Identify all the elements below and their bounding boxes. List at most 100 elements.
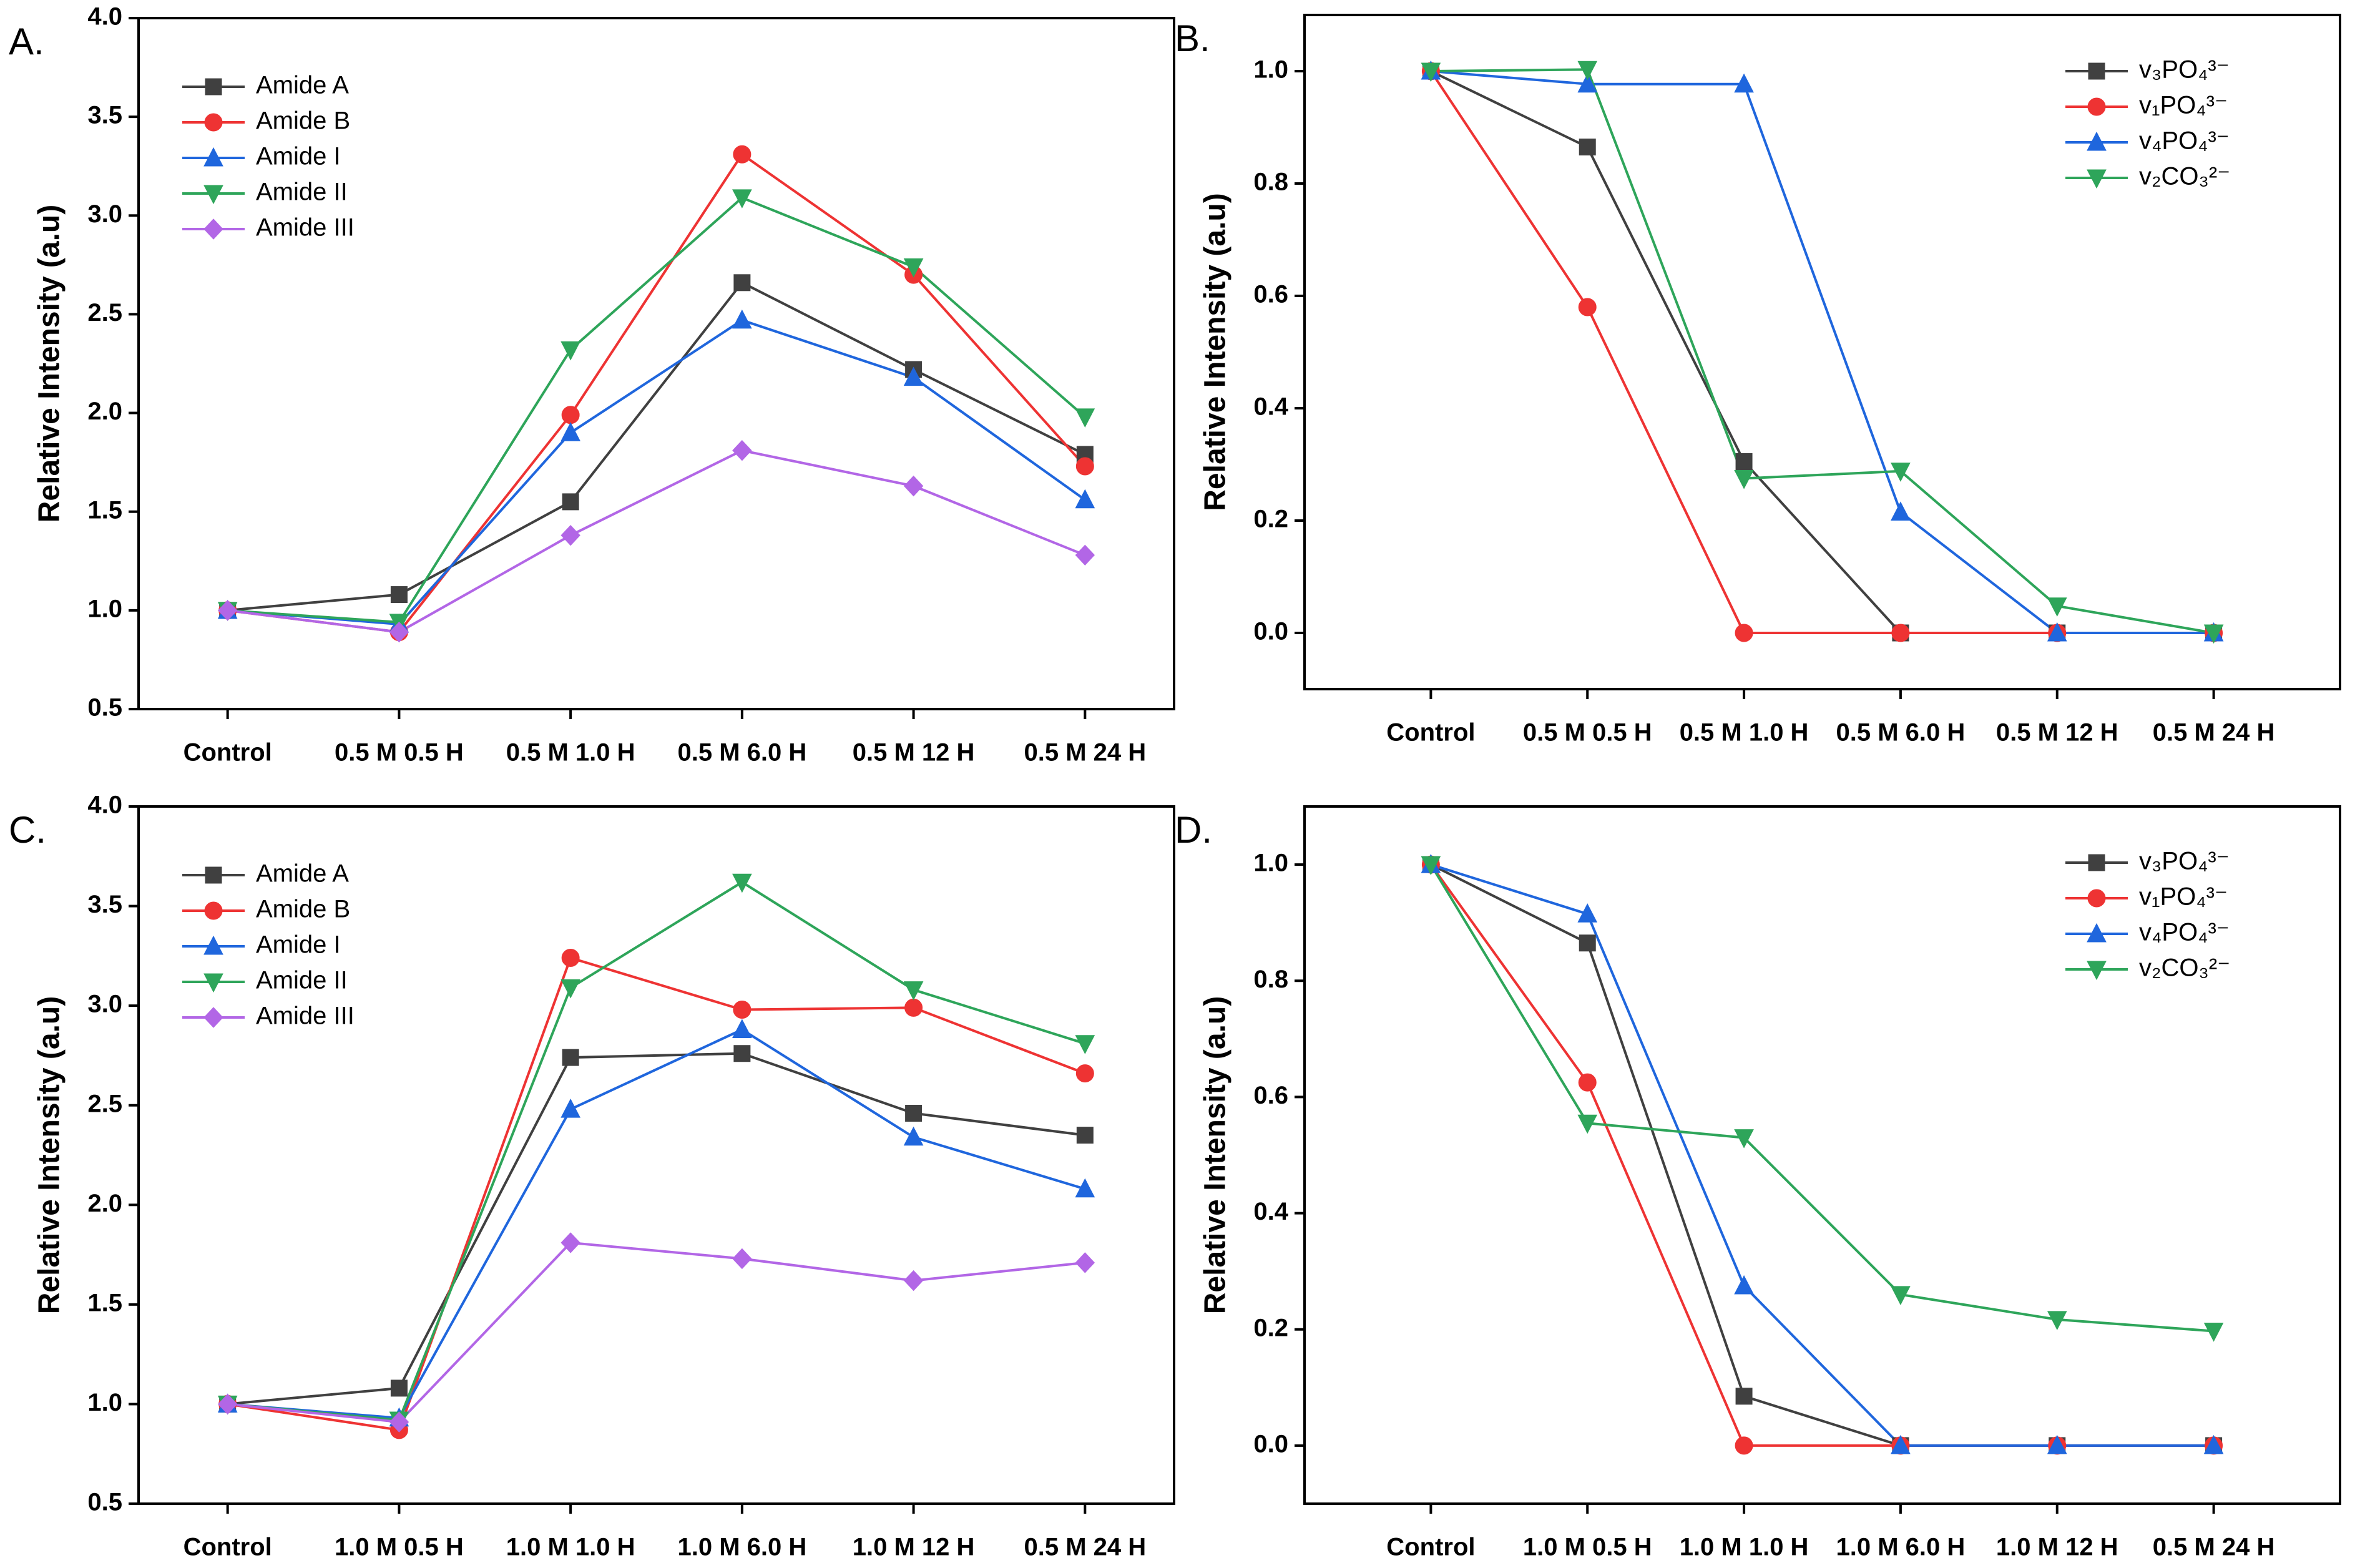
x-tick-label: 1.0 M 0.5 H [1523,1534,1652,1561]
marker [733,1045,751,1062]
marker [562,1049,579,1066]
marker [1891,1286,1911,1305]
legend-marker [204,901,223,920]
legend-marker [2087,169,2107,189]
legend-marker [204,113,223,132]
marker [732,873,752,893]
legend-label: Amide A [256,72,349,99]
marker [1075,1035,1095,1054]
marker [1421,856,1441,876]
marker [1578,298,1597,316]
marker [2203,624,2224,644]
y-tick-label: 1.0 [1253,56,1288,84]
panel-label: A. [9,21,44,62]
y-tick-label: 0.6 [1253,281,1288,308]
marker [1734,1275,1754,1295]
y-tick-label: 2.5 [87,299,122,326]
series-line [227,1028,1085,1419]
y-tick-label: 0.6 [1253,1082,1288,1109]
panel-label: C. [9,809,46,851]
marker [2047,1311,2067,1331]
marker [1734,470,1754,489]
legend-label: v₂CO₃²⁻ [2139,954,2230,982]
marker [904,998,923,1017]
marker [389,621,409,643]
legend-marker [203,185,223,205]
series-line [1431,68,2214,634]
legend-label: Amide B [256,896,350,923]
legend-label: Amide II [256,967,348,994]
plot-frame [1303,805,2341,1505]
marker [1734,73,1754,93]
marker [1075,408,1095,428]
y-tick-label: 3.5 [87,891,122,918]
marker [561,341,580,361]
marker [2047,1434,2067,1454]
x-tick-label: Control [1386,719,1475,747]
x-tick-label: 0.5 M 1.0 H [506,739,635,767]
legend-marker [2087,97,2106,116]
series-line [1430,863,2214,1447]
marker [1577,73,1598,93]
y-tick-label: 0.4 [1253,393,1288,421]
legend-label: v₂CO₃²⁻ [2139,163,2230,190]
marker [1891,463,1911,482]
marker [732,439,752,461]
y-tick-label: 0.8 [1253,966,1288,993]
legend-marker [205,78,222,96]
series-line [1429,863,2214,1447]
legend-label: Amide II [256,179,348,206]
legend-label: v₃PO₄³⁻ [2139,848,2230,875]
x-tick-label: 1.0 M 1.0 H [506,1534,635,1561]
legend-label: v₁PO₄³⁻ [2139,883,2228,911]
marker [561,406,580,424]
x-tick-label: 0.5 M 24 H [1024,739,1146,767]
legend-marker [203,218,223,240]
legend-label: Amide A [256,860,349,888]
series-line [227,1052,1085,1406]
marker [903,475,924,497]
x-tick-label: 1.0 M 0.5 H [335,1534,464,1561]
marker [561,1232,580,1253]
chart-panel: 0.5 1.0 1.5 2.0 2.5 3.0 3.5 4.0 Control 1.0 M 0.5… [9,791,1175,1561]
legend-label: Amide I [256,143,341,170]
marker [1735,1436,1753,1455]
series-line [1429,864,2214,1333]
marker [1891,624,1910,642]
marker [732,1019,752,1038]
marker [2047,622,2067,642]
legend-marker [203,935,223,955]
marker [732,189,752,208]
series-line [227,196,1086,624]
marker [732,309,752,329]
x-tick-label: 1.0 M 12 H [1996,1534,2118,1561]
marker [2203,1434,2224,1454]
marker [561,949,580,968]
series-line [1430,863,2214,1447]
legend-marker [2087,131,2107,151]
marker [1579,934,1596,952]
series-line [1431,70,2214,634]
x-tick-label: 0.5 M 1.0 H [1680,719,1809,747]
y-axis-title: Relative Intensity (a.u) [33,205,66,522]
y-tick-label: 3.0 [87,991,122,1018]
marker [2047,597,2067,617]
marker [903,981,924,1001]
x-tick-label: Control [184,739,272,767]
legend-marker [205,866,222,884]
marker [1075,457,1094,476]
y-tick-label: 1.0 [1253,850,1288,877]
legend-label: v₁PO₄³⁻ [2139,92,2228,119]
legend-marker [2088,854,2105,871]
y-tick-label: 0.8 [1253,169,1288,196]
marker [905,1104,923,1122]
marker [389,1411,409,1433]
legend-label: Amide III [256,214,355,242]
series-line [227,449,1086,634]
chart-panel: 0.0 0.2 0.4 0.6 0.8 1.0 Control 1.0 M 0.5 H 1.0 … [1175,805,2341,1561]
marker [1735,453,1753,470]
x-tick-label: 1.0 M 12 H [853,1534,975,1561]
x-tick-label: 0.5 M 6.0 H [1836,719,1966,747]
marker [1735,1388,1753,1405]
